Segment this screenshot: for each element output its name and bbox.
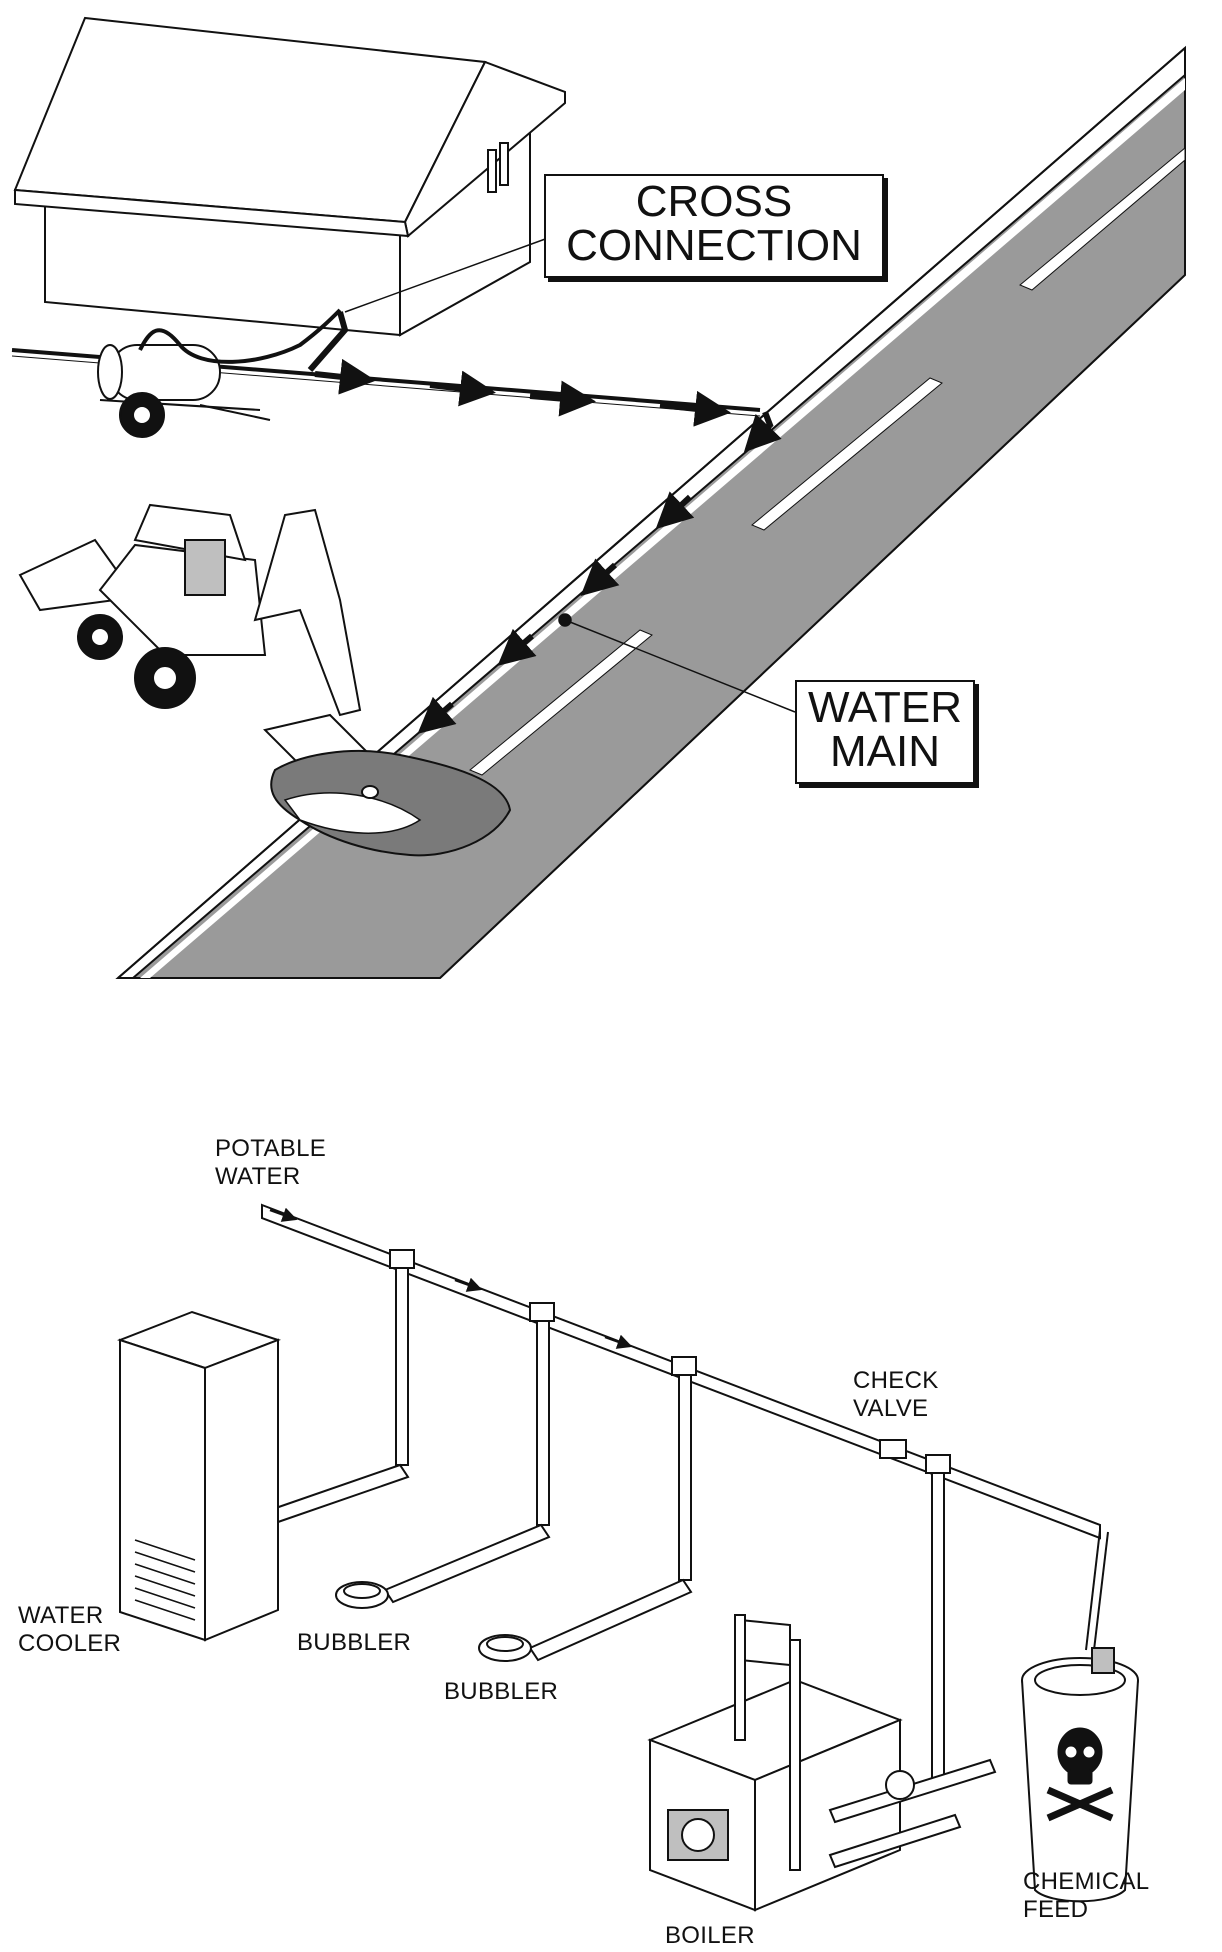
water-main-callout: WATER MAIN (795, 680, 975, 784)
house (15, 18, 565, 335)
water-cooler-label: WATER COOLER (18, 1602, 121, 1657)
bubbler-2-text: BUBBLER (444, 1678, 558, 1706)
potable-water-line1: POTABLE (215, 1135, 326, 1163)
cross-connection-line2: CONNECTION (546, 224, 882, 268)
chemical-feed-label: CHEMICAL FEED (1023, 1868, 1149, 1923)
bubbler-1-text: BUBBLER (297, 1629, 411, 1657)
check-valve-label: CHECK VALVE (853, 1367, 939, 1422)
water-cooler-line1: WATER (18, 1602, 121, 1630)
cross-connection-callout: CROSS CONNECTION (544, 174, 884, 278)
boiler-label: BOILER (665, 1922, 755, 1950)
boiler-text: BOILER (665, 1922, 755, 1950)
water-cooler-line2: COOLER (18, 1630, 121, 1658)
chemical-feed-line1: CHEMICAL (1023, 1868, 1149, 1896)
water-cooler-unit (120, 1312, 278, 1640)
potable-water-label: POTABLE WATER (215, 1135, 326, 1190)
check-valve-line2: VALVE (853, 1395, 939, 1423)
cross-connection-line1: CROSS (546, 180, 882, 224)
check-valve-line1: CHECK (853, 1367, 939, 1395)
bubbler-label-1: BUBBLER (297, 1629, 411, 1657)
backhoe (20, 505, 375, 765)
water-main-line2: MAIN (797, 730, 973, 774)
bubbler-label-2: BUBBLER (444, 1678, 558, 1706)
piping-network (262, 1205, 1108, 1780)
chemical-feed-line2: FEED (1023, 1896, 1149, 1924)
potable-water-line2: WATER (215, 1163, 326, 1191)
water-main-line1: WATER (797, 686, 973, 730)
